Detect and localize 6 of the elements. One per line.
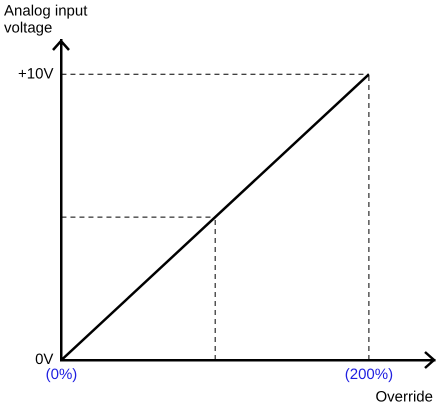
y-tick-label: +10V [18,65,54,82]
x-axis-title: Override [375,388,433,406]
x-tick-label: (0%) [46,366,78,384]
y-axis-title: Analog input voltage [4,2,88,37]
x-tick-label: (200%) [344,366,394,384]
y-tick-label: 0V [35,351,54,368]
